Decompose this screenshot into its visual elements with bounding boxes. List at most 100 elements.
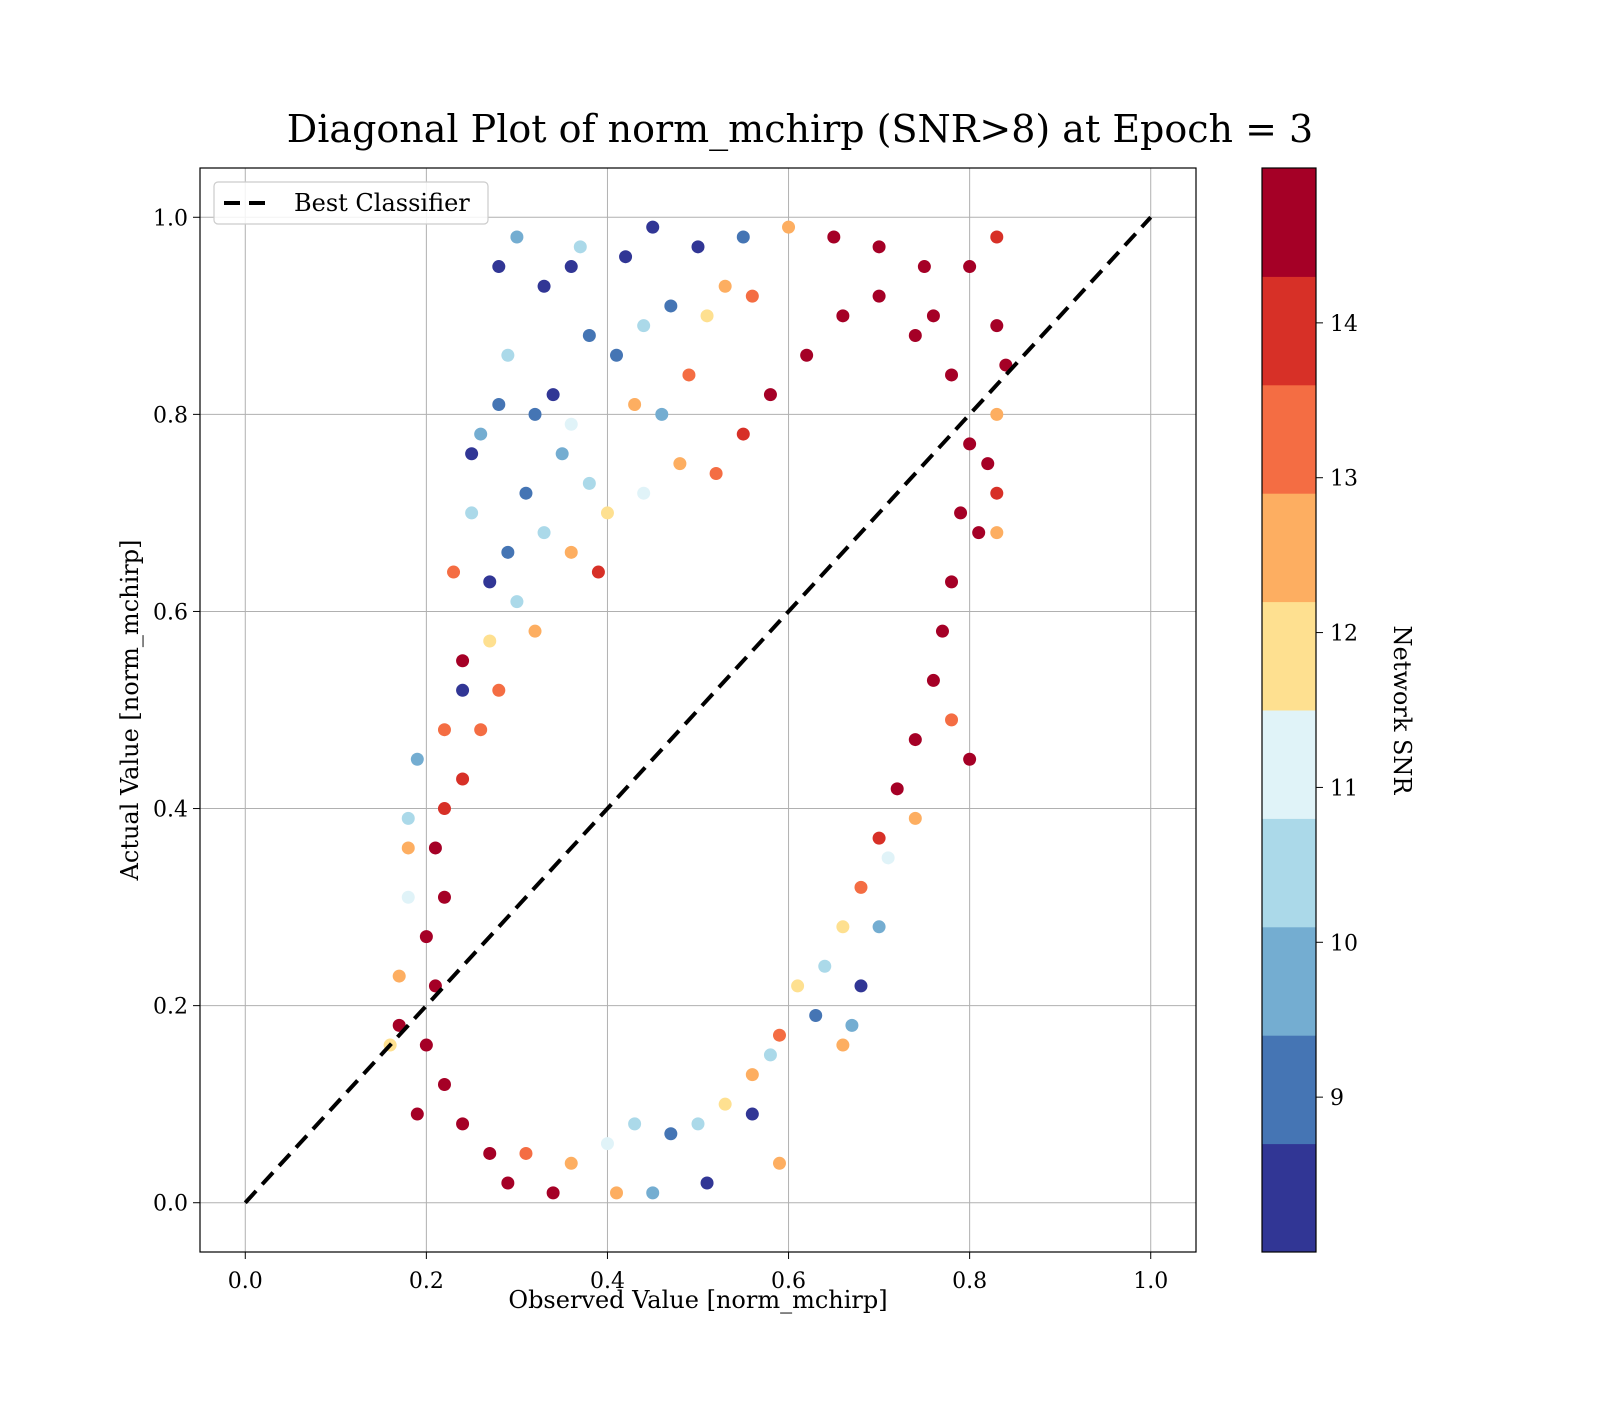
data-point (546, 388, 560, 402)
data-point (392, 1018, 406, 1032)
data-point (673, 457, 687, 471)
data-point (483, 1146, 497, 1160)
colorbar-tick-label: 14 (1330, 312, 1358, 337)
data-point (519, 1146, 533, 1160)
y-axis-ticks: 0.0 0.2 0.4 0.6 0.8 1.0 (153, 206, 200, 1217)
data-point (908, 329, 922, 343)
data-point (990, 230, 1004, 244)
colorbar-segment (1262, 1143, 1316, 1253)
data-point (954, 506, 968, 520)
data-point (963, 437, 977, 451)
data-point (437, 802, 451, 816)
legend: Best Classifier (213, 181, 489, 225)
data-point (419, 1038, 433, 1052)
data-point (419, 930, 433, 944)
data-point (456, 772, 470, 786)
data-point (600, 1137, 614, 1151)
data-point (600, 506, 614, 520)
data-point (510, 230, 524, 244)
data-point (474, 723, 488, 737)
data-point (483, 575, 497, 589)
data-point (963, 752, 977, 766)
y-tick-label: 0.8 (153, 403, 188, 428)
data-point (465, 506, 479, 520)
data-point (945, 575, 959, 589)
colorbar-segment (1262, 384, 1316, 494)
data-point (492, 683, 506, 697)
data-point (700, 1176, 714, 1190)
data-point (935, 624, 949, 638)
y-tick-label: 0.2 (153, 995, 188, 1020)
y-axis-label: Actual Value [norm_mchirp] (116, 540, 144, 882)
data-point (501, 1176, 515, 1190)
data-point (392, 969, 406, 983)
data-point (736, 427, 750, 441)
data-point (782, 220, 796, 234)
plot-frame (199, 167, 1197, 1253)
data-point (736, 230, 750, 244)
data-point (564, 417, 578, 431)
y-tick-label: 0.4 (153, 798, 188, 823)
data-point (745, 1107, 759, 1121)
data-point (881, 851, 895, 865)
colorbar-segment (1262, 493, 1316, 603)
data-point (437, 723, 451, 737)
data-point (510, 595, 524, 609)
data-point (646, 220, 660, 234)
data-point (610, 1186, 624, 1200)
data-point (917, 260, 931, 274)
data-point (990, 319, 1004, 333)
data-point (772, 1028, 786, 1042)
data-point (999, 358, 1013, 372)
data-point (555, 447, 569, 461)
legend-label-best-classifier: Best Classifier (294, 189, 470, 217)
data-point (854, 979, 868, 993)
data-point (492, 260, 506, 274)
data-point (691, 1117, 705, 1131)
data-point (709, 466, 723, 480)
data-point (437, 890, 451, 904)
x-tick-label: 0.0 (228, 1269, 263, 1294)
colorbar-segment (1262, 926, 1316, 1036)
data-point (582, 329, 596, 343)
y-tick-label: 0.0 (153, 1192, 188, 1217)
data-point (718, 279, 732, 293)
data-point (428, 979, 442, 993)
data-point (456, 683, 470, 697)
colorbar-segment (1262, 818, 1316, 928)
data-point (401, 811, 415, 825)
colorbar-segment (1262, 601, 1316, 711)
colorbar-segment (1262, 1035, 1316, 1145)
colorbar-segment (1262, 168, 1316, 277)
data-point (401, 890, 415, 904)
data-point (872, 920, 886, 934)
data-point (646, 1186, 660, 1200)
data-point (926, 309, 940, 323)
data-point (474, 427, 488, 441)
data-point (664, 299, 678, 313)
data-point (836, 309, 850, 323)
best-classifier-line (243, 215, 1153, 1205)
data-point (718, 1097, 732, 1111)
x-tick-label: 1.0 (1133, 1269, 1168, 1294)
data-point (628, 398, 642, 412)
colorbar-frame (1261, 167, 1317, 1253)
colorbar-segment (1262, 276, 1316, 386)
data-point (537, 279, 551, 293)
data-point (800, 348, 814, 362)
data-point (990, 407, 1004, 421)
colorbar (1262, 168, 1316, 1253)
x-tick-label: 0.2 (409, 1269, 444, 1294)
data-point (501, 348, 515, 362)
x-axis-ticks: 0.0 0.2 0.4 0.6 0.8 1.0 (228, 1252, 1168, 1294)
data-point (972, 526, 986, 540)
data-point (528, 624, 542, 638)
data-point (401, 841, 415, 855)
data-point (990, 486, 1004, 500)
colorbar-tick-label: 12 (1330, 622, 1358, 647)
data-point (990, 526, 1004, 540)
data-point (908, 811, 922, 825)
data-point (564, 1156, 578, 1170)
data-point (492, 398, 506, 412)
